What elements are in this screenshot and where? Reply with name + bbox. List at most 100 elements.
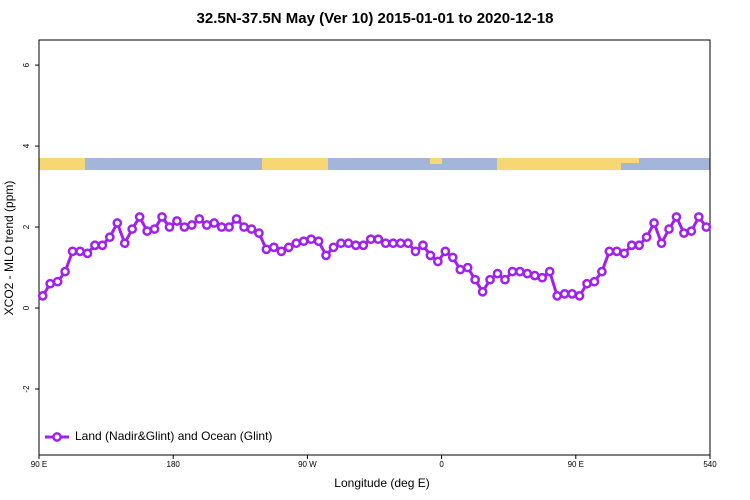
data-point — [626, 240, 637, 251]
series-line — [41, 213, 708, 298]
data-point — [693, 212, 704, 222]
data-point — [351, 240, 361, 251]
data-point — [127, 224, 138, 234]
data-point — [567, 289, 577, 299]
data-point — [149, 224, 160, 234]
legend-marker — [52, 432, 62, 442]
data-point — [485, 274, 495, 285]
data-point — [388, 238, 398, 249]
data-point — [537, 272, 548, 283]
data-point — [611, 246, 622, 257]
data-point — [582, 278, 592, 289]
data-point — [276, 246, 287, 257]
data-point — [269, 242, 279, 253]
data-point — [433, 256, 443, 267]
y-tick-label: 6 — [22, 62, 31, 67]
data-point — [97, 240, 108, 251]
data-point — [224, 222, 234, 232]
chart-title: 32.5N-37.5N May (Ver 10) 2015-01-01 to 2… — [197, 10, 554, 27]
data-point — [75, 246, 85, 257]
data-point — [373, 234, 384, 245]
data-point — [186, 220, 197, 230]
data-point — [597, 266, 607, 277]
plot-frame — [38, 39, 711, 456]
data-point — [172, 216, 182, 226]
y-axis-label: XCO2 - MLO trend (ppm) — [2, 181, 16, 316]
data-point — [507, 266, 518, 277]
x-tick-label: 90 E — [31, 460, 47, 469]
data-point — [60, 266, 70, 277]
data-point — [45, 278, 56, 289]
data-point — [231, 214, 242, 224]
y-tick-label: -2 — [22, 385, 31, 393]
data-point — [515, 266, 525, 277]
data-point — [380, 238, 391, 249]
data-point — [82, 248, 93, 259]
x-tick-label: 180 — [167, 460, 181, 469]
data-point — [306, 234, 316, 245]
data-point — [358, 240, 369, 251]
data-point — [119, 238, 130, 249]
data-point — [209, 218, 220, 228]
data-point — [283, 242, 294, 253]
data-point — [67, 246, 78, 257]
data-point — [403, 238, 413, 249]
data-point — [157, 212, 167, 222]
legend-label: Land (Nadir&Glint) and Ocean (Glint) — [75, 429, 272, 443]
data-point — [201, 220, 212, 230]
data-point — [418, 240, 428, 251]
data-point — [470, 274, 480, 285]
data-point — [37, 291, 48, 301]
data-point — [313, 236, 324, 247]
data-point — [52, 276, 63, 287]
map-strip — [39, 158, 710, 170]
data-point — [395, 238, 406, 249]
data-point — [112, 218, 123, 228]
data-point — [619, 248, 630, 259]
data-point — [134, 212, 145, 222]
data-point — [246, 224, 257, 234]
data-point — [410, 246, 421, 257]
data-point — [522, 268, 533, 279]
data-point — [492, 268, 503, 279]
data-point — [604, 246, 615, 257]
data-point — [686, 226, 697, 236]
data-point — [500, 274, 510, 285]
data-point — [634, 240, 645, 251]
data-point — [477, 286, 488, 297]
data-point — [328, 242, 339, 253]
data-point — [194, 214, 205, 224]
data-point — [254, 228, 264, 238]
data-point — [574, 291, 585, 301]
y-tick-label: 0 — [22, 305, 31, 310]
x-axis-label: Longitude (deg E) — [334, 476, 429, 490]
y-tick-label: 2 — [22, 224, 31, 229]
data-point — [440, 246, 451, 257]
data-point — [90, 240, 100, 251]
x-tick-label: 90 W — [298, 460, 317, 469]
data-point — [656, 238, 667, 249]
data-point — [701, 222, 712, 232]
data-point — [589, 276, 600, 287]
data-point — [679, 228, 689, 238]
data-point — [365, 234, 376, 245]
data-point — [455, 264, 466, 275]
x-tick-label: 540 — [703, 460, 717, 469]
data-point — [321, 250, 331, 261]
data-point — [671, 212, 682, 222]
x-tick-label: 90 E — [568, 460, 584, 469]
data-point — [298, 236, 309, 247]
data-point — [179, 222, 190, 232]
data-point — [447, 252, 458, 263]
data-point — [649, 218, 659, 228]
data-point — [544, 266, 555, 277]
data-point — [104, 232, 115, 243]
data-point — [216, 222, 227, 232]
data-point — [559, 289, 570, 299]
data-point — [664, 224, 674, 234]
data-point — [552, 291, 563, 301]
data-point — [336, 238, 346, 249]
data-point — [529, 270, 540, 281]
